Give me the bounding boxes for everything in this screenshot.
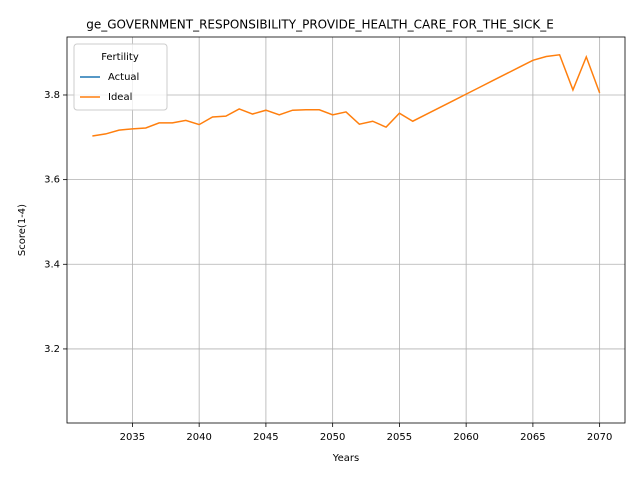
x-tick-label: 2045 <box>253 432 278 443</box>
x-tick-label: 2070 <box>587 432 612 443</box>
plot-frame <box>66 36 626 424</box>
x-tick-label: 2040 <box>186 432 211 443</box>
chart-title: ge_GOVERNMENT_RESPONSIBILITY_PROVIDE_HEA… <box>86 18 554 32</box>
y-axis-label: Score(1-4) <box>17 204 28 256</box>
y-tick-label: 3.6 <box>44 175 60 186</box>
legend-box <box>73 43 168 111</box>
legend-title: Fertility <box>101 52 139 63</box>
y-tick-label: 3.4 <box>44 259 60 270</box>
y-tick-label: 3.2 <box>44 344 60 355</box>
x-tick-label: 2055 <box>387 432 412 443</box>
x-tick-label: 2065 <box>520 432 545 443</box>
x-tick-label: 2050 <box>320 432 345 443</box>
x-tick-label: 2035 <box>120 432 145 443</box>
legend-label: Ideal <box>108 92 132 103</box>
y-tick-label: 3.8 <box>44 90 60 101</box>
x-tick-label: 2060 <box>453 432 478 443</box>
legend-label: Actual <box>108 72 139 83</box>
x-axis-label: Years <box>332 453 359 464</box>
line <box>92 53 601 137</box>
